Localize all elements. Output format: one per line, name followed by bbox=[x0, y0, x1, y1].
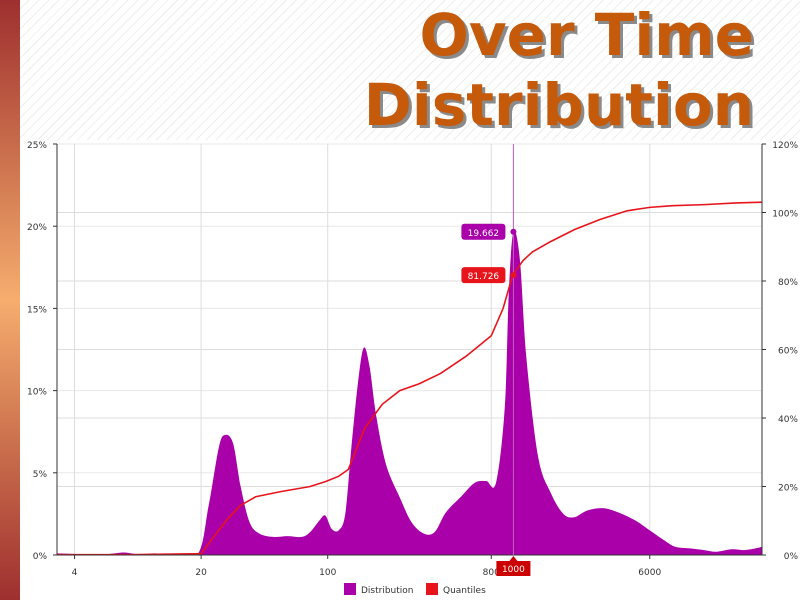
left-axis-ticks: 0% 5% 10% 15% 20% 25% bbox=[27, 141, 57, 562]
header-band bbox=[20, 0, 800, 140]
x-tick-label: 4 bbox=[72, 568, 78, 578]
distribution-area[interactable] bbox=[57, 230, 762, 556]
chart-legend: Distribution Quantiles bbox=[344, 583, 486, 596]
right-axis-ticks: 0% 20% 40% 60% 80% 100% 120% bbox=[762, 141, 798, 562]
x-axis-ticks: 4 20 100 800 6000 bbox=[72, 555, 661, 578]
distribution-value-badge bbox=[461, 223, 506, 240]
page-title: Over Time Distribution bbox=[364, 0, 754, 140]
chart-grid bbox=[57, 143, 762, 555]
right-tick-label: 100% bbox=[772, 210, 798, 220]
distribution-value-label: 19.662 bbox=[468, 229, 500, 239]
x-tick-label: 800 bbox=[483, 568, 500, 578]
crosshair-quantile-point bbox=[510, 272, 517, 279]
crosshair: 19.662 81.726 1000 bbox=[461, 144, 531, 576]
crosshair-distribution-point bbox=[510, 228, 517, 235]
crosshair-x-badge bbox=[496, 561, 531, 576]
legend-label-distribution: Distribution bbox=[361, 586, 414, 596]
left-decorative-strip bbox=[0, 0, 20, 600]
quantiles-line[interactable] bbox=[57, 201, 763, 556]
left-tick-label: 15% bbox=[27, 305, 47, 315]
right-tick-label: 0% bbox=[784, 552, 799, 562]
right-tick-label: 60% bbox=[778, 347, 798, 357]
legend-swatch-distribution bbox=[344, 583, 356, 595]
legend-label-quantiles: Quantiles bbox=[443, 586, 486, 596]
left-tick-label: 0% bbox=[33, 552, 48, 562]
quantile-value-badge bbox=[461, 267, 506, 284]
x-tick-label: 6000 bbox=[638, 568, 661, 578]
crosshair-x-label: 1000 bbox=[502, 565, 525, 575]
crosshair-x-pointer bbox=[509, 556, 518, 561]
x-tick-label: 20 bbox=[195, 568, 207, 578]
right-tick-label: 120% bbox=[772, 141, 798, 151]
title-line-2: Distribution bbox=[363, 71, 754, 139]
title-line-1: Over Time bbox=[419, 1, 754, 69]
left-tick-label: 25% bbox=[27, 141, 47, 151]
right-tick-label: 20% bbox=[778, 484, 798, 494]
quantile-value-label: 81.726 bbox=[468, 272, 500, 282]
left-tick-label: 5% bbox=[33, 470, 48, 480]
legend-swatch-quantiles bbox=[426, 583, 438, 595]
right-tick-label: 80% bbox=[778, 278, 798, 288]
left-tick-label: 10% bbox=[27, 388, 47, 398]
right-tick-label: 40% bbox=[778, 415, 798, 425]
left-tick-label: 20% bbox=[27, 223, 47, 233]
x-tick-label: 100 bbox=[319, 568, 336, 578]
